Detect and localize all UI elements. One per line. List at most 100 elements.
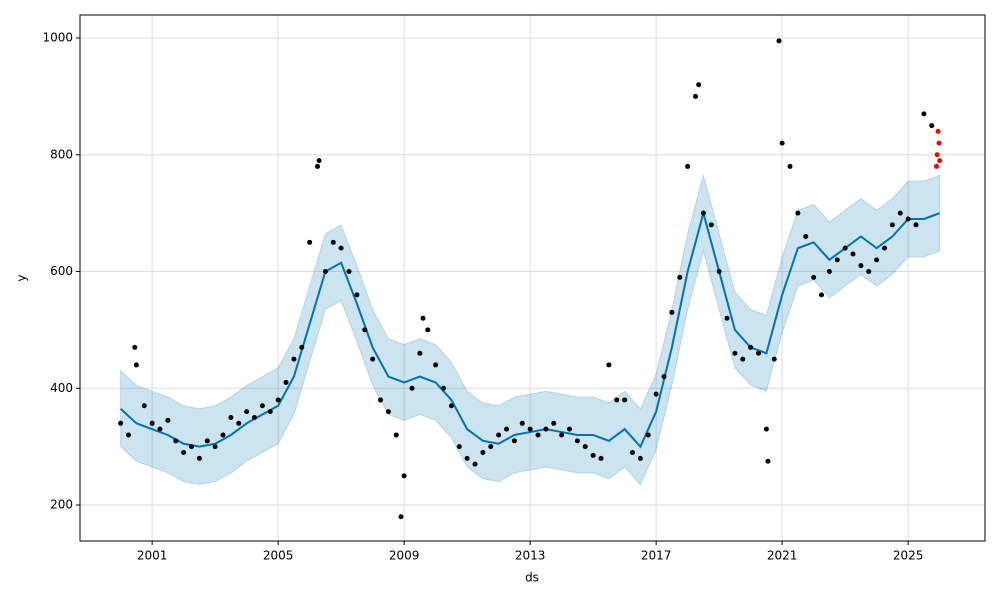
data-point — [275, 397, 281, 403]
data-point — [598, 455, 604, 461]
data-point — [866, 269, 872, 275]
data-point — [669, 309, 675, 315]
data-point — [307, 239, 313, 245]
data-point — [527, 426, 533, 432]
data-point — [228, 414, 234, 420]
data-point — [934, 152, 940, 158]
data-point — [696, 82, 702, 88]
data-point — [882, 245, 888, 251]
data-point — [519, 420, 525, 426]
data-point — [551, 420, 557, 426]
data-point — [937, 158, 943, 164]
data-point — [771, 356, 777, 362]
data-point — [535, 432, 541, 438]
data-point — [921, 111, 927, 117]
data-point — [677, 274, 683, 280]
data-point — [661, 374, 667, 380]
data-point — [842, 245, 848, 251]
data-point — [291, 356, 297, 362]
y-tick-label: 1000 — [42, 31, 73, 45]
data-point — [765, 458, 771, 464]
data-point — [133, 362, 139, 368]
data-point — [398, 514, 404, 520]
data-point — [732, 350, 738, 356]
data-point — [370, 356, 376, 362]
data-point — [936, 140, 942, 146]
data-point — [582, 444, 588, 450]
data-point — [441, 385, 447, 391]
data-point — [322, 269, 328, 275]
data-point — [645, 432, 651, 438]
y-tick-label: 200 — [50, 498, 73, 512]
data-point — [464, 455, 470, 461]
x-tick-label: 2005 — [263, 549, 294, 563]
forecast-line — [119, 209, 940, 449]
data-point — [795, 210, 801, 216]
data-point — [905, 216, 911, 222]
data-point — [236, 420, 242, 426]
data-point — [204, 438, 210, 444]
data-point — [244, 409, 250, 415]
data-point — [433, 362, 439, 368]
data-point — [425, 327, 431, 333]
data-point — [740, 356, 746, 362]
data-point — [299, 344, 305, 350]
data-point — [811, 274, 817, 280]
data-point — [779, 140, 785, 146]
data-point — [614, 397, 620, 403]
data-point — [933, 163, 939, 169]
x-tick-label: 2021 — [767, 549, 798, 563]
data-point — [165, 417, 171, 423]
data-point — [378, 397, 384, 403]
data-point — [819, 292, 825, 298]
data-point — [567, 426, 573, 432]
data-point — [480, 449, 486, 455]
data-point — [496, 432, 502, 438]
data-point — [196, 455, 202, 461]
data-point — [763, 426, 769, 432]
data-point — [417, 350, 423, 356]
data-point — [622, 397, 628, 403]
data-point — [488, 444, 494, 450]
data-point — [630, 449, 636, 455]
data-point — [316, 158, 322, 164]
data-point — [606, 362, 612, 368]
data-point — [330, 239, 336, 245]
x-axis-label: ds — [525, 571, 539, 585]
data-point — [708, 222, 714, 228]
data-point — [803, 233, 809, 239]
data-point — [889, 222, 895, 228]
x-tick-label: 2025 — [893, 549, 924, 563]
data-point — [181, 449, 187, 455]
data-point — [118, 420, 124, 426]
data-point — [393, 432, 399, 438]
data-point — [259, 403, 265, 409]
data-point — [653, 391, 659, 397]
data-point — [385, 409, 391, 415]
data-point — [456, 444, 462, 450]
data-point — [267, 409, 273, 415]
data-point — [559, 432, 565, 438]
data-point — [897, 210, 903, 216]
data-point — [252, 414, 258, 420]
data-point — [850, 251, 856, 257]
data-point — [420, 315, 426, 321]
data-point — [724, 315, 730, 321]
data-point — [874, 257, 880, 263]
data-point — [590, 452, 596, 458]
data-point — [346, 269, 352, 275]
data-point — [126, 432, 132, 438]
x-tick-label: 2001 — [137, 549, 168, 563]
data-point — [315, 163, 321, 169]
y-tick-label: 400 — [50, 381, 73, 395]
data-point — [189, 444, 195, 450]
data-point — [362, 327, 368, 333]
data-point — [574, 438, 580, 444]
data-point — [748, 344, 754, 350]
data-point — [511, 438, 517, 444]
data-point — [173, 438, 179, 444]
data-point — [834, 257, 840, 263]
data-point — [283, 379, 289, 385]
